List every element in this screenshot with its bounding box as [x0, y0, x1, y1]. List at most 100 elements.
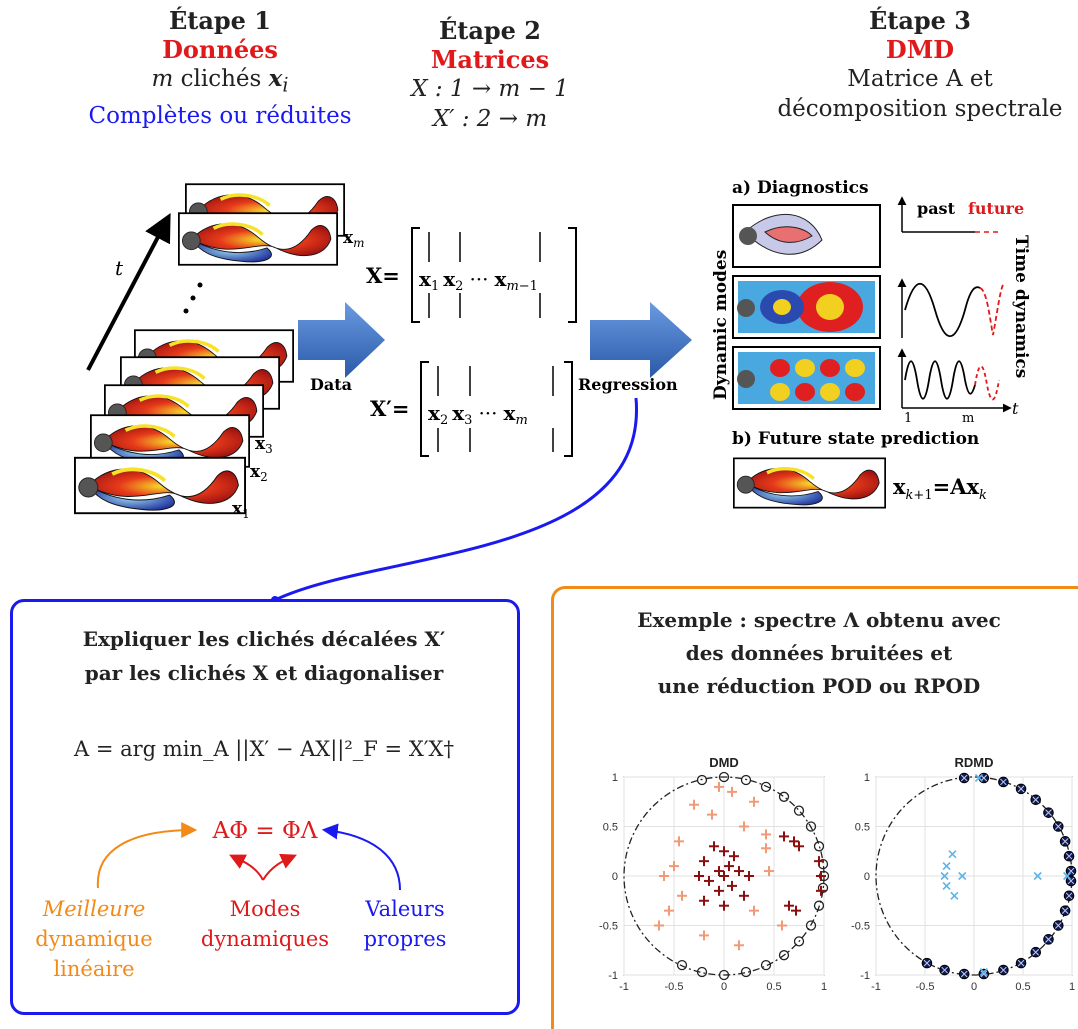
label-dynamic-modes-2: dynamiques: [200, 927, 330, 951]
explanation-title-line1: Expliquer les clichés décalées X′: [82, 627, 446, 651]
y-tick-label: 0.5: [603, 822, 618, 834]
time-dynamics-label: Time dynamics: [1011, 235, 1031, 378]
x-tick-label: 0.5: [766, 981, 781, 993]
y-tick-label: -0.5: [599, 921, 618, 933]
step1-title: Étape 1: [168, 6, 272, 35]
eigenvalue-cross: [1045, 809, 1052, 816]
ellipsis-dot: [190, 295, 196, 301]
eigenvalue-cross: [923, 959, 931, 967]
label-best-dynamics-1: Meilleure: [42, 897, 146, 921]
tick-m: m: [962, 411, 974, 426]
argmin-formula: A = arg min_A ||X′ − AX||²_F = X′X†: [74, 737, 454, 761]
data-arrow: [298, 302, 385, 378]
t-axis-label: t: [1012, 399, 1019, 418]
explanation-title: Expliquer les clichés décalées X′ par le…: [14, 622, 514, 690]
eigenvalue-cross: [1032, 796, 1040, 804]
eigen-equation: AΦ = ΦΛ: [212, 818, 318, 844]
label-eigenvalues: Valeurs propres: [345, 894, 465, 954]
eigenvalue-x: [1063, 871, 1072, 881]
label-best-dynamics: Meilleure dynamique linéaire: [24, 894, 164, 984]
eigenvalue-cross: [941, 966, 948, 974]
eigenvalue-circle: [793, 936, 805, 947]
matrix-xprime: X′= x2 x3 ··· xm: [370, 361, 573, 457]
example-title-line2: des données bruitées et: [685, 641, 953, 665]
y-tick-label: 1: [612, 772, 618, 784]
step2-heading: Étape 2 Matrices X : 1 → m − 1 X′ : 2 → …: [350, 16, 630, 134]
connector-curve: [274, 397, 638, 602]
regression-arrow: [590, 302, 692, 378]
eigenvalue-circle: [805, 821, 817, 832]
matrix-x-label: X=: [366, 263, 400, 288]
y-tick-label: 0.5: [855, 822, 870, 834]
eigenvalue-cross: [980, 970, 988, 978]
future-title: b) Future state prediction: [732, 429, 979, 449]
y-tick-label: 0: [612, 871, 618, 883]
eigenvalue-x: [948, 850, 957, 859]
step1-subtitle: Données: [162, 35, 278, 64]
eigenvalue-cross: [1061, 837, 1069, 845]
eigenvalue-x: [940, 871, 949, 881]
y-tick-label: -1: [608, 970, 618, 982]
step1-heading: Étape 1 Données m clichés xi Complètes o…: [70, 6, 370, 131]
data-label: Data: [310, 375, 352, 394]
eigenvalue-circle: [760, 781, 772, 793]
ellipsis-dot: [197, 282, 203, 288]
eigenvalue-circle: [760, 959, 772, 971]
step2-line1: X : 1 → m − 1: [411, 76, 569, 102]
eigenvalue-cross: [1000, 966, 1007, 974]
example-title: Exemple : spectre Λ obtenu avec des donn…: [560, 604, 1078, 703]
eigenvalue-cross: [1065, 892, 1073, 900]
chart-title: DMD: [709, 755, 739, 770]
chart-title: RDMD: [955, 755, 994, 770]
eigenvalue-x: [974, 773, 983, 783]
label-dynamic-modes-1: Modes: [229, 897, 301, 921]
eigenvalue-cross: [1017, 785, 1025, 793]
eigenvalue-circle: [740, 774, 752, 786]
eigenvalue-circle: [813, 900, 825, 911]
matrix-xprime-label: X′=: [370, 396, 409, 421]
example-title-line1: Exemple : spectre Λ obtenu avec: [637, 608, 1001, 632]
example-title-line3: une réduction POD ou RPOD: [657, 674, 981, 698]
label-best-dynamics-2: dynamique: [35, 927, 153, 951]
eigenvalue-circle: [718, 969, 730, 981]
ellipsis-dot: [183, 308, 189, 314]
eigenvalue-cross: [1054, 922, 1062, 929]
eigenvalue-cross: [1045, 936, 1052, 943]
step3-title: Étape 3: [868, 6, 972, 35]
past-label: past: [917, 199, 956, 218]
x-tick-label: 1: [821, 981, 827, 993]
matrix-x-cols: x1 x2 ··· xm−1: [419, 267, 538, 294]
x-tick-label: -1: [871, 981, 881, 993]
eigenvalue-cross: [1000, 778, 1007, 786]
step3-heading: Étape 3 DMD Matrice A et décomposition s…: [770, 6, 1070, 124]
eigenvalue-circle: [793, 805, 805, 816]
eigenvalue-x: [950, 891, 959, 900]
step2-title: Étape 2: [438, 16, 542, 45]
eigenvalue-cross: [1061, 907, 1069, 915]
eigenvalue-circle: [805, 920, 817, 931]
eigenvalue-circle: [718, 771, 730, 783]
x-tick-label: -1: [619, 981, 629, 993]
dynamic-modes-label: Dynamic modes: [711, 250, 731, 400]
explanation-title-line2: par les clichés X et diagonaliser: [84, 661, 444, 685]
eigenvalue-x: [979, 967, 988, 977]
x-tick-label: -0.5: [916, 981, 935, 993]
y-tick-label: -0.5: [851, 921, 870, 933]
step2-subtitle: Matrices: [430, 45, 550, 74]
tick-1: 1: [904, 411, 912, 426]
eigenvalue-x: [942, 862, 951, 871]
regression-label: Regression: [578, 375, 678, 394]
label-eigenvalues-2: propres: [363, 927, 447, 951]
y-tick-label: -1: [860, 970, 870, 982]
x-tick-label: 0.5: [1015, 981, 1030, 993]
step3-line2: décomposition spectrale: [777, 96, 1063, 122]
x-tick-label: -0.5: [665, 981, 684, 993]
matrix-xprime-cols: x2 x3 ··· xm: [428, 401, 528, 428]
label-eigenvalues-1: Valeurs: [365, 897, 445, 921]
x-tick-label: 0: [971, 981, 977, 993]
eigenvalue-circle: [676, 959, 688, 971]
step1-line2: Complètes ou réduites: [88, 102, 352, 129]
